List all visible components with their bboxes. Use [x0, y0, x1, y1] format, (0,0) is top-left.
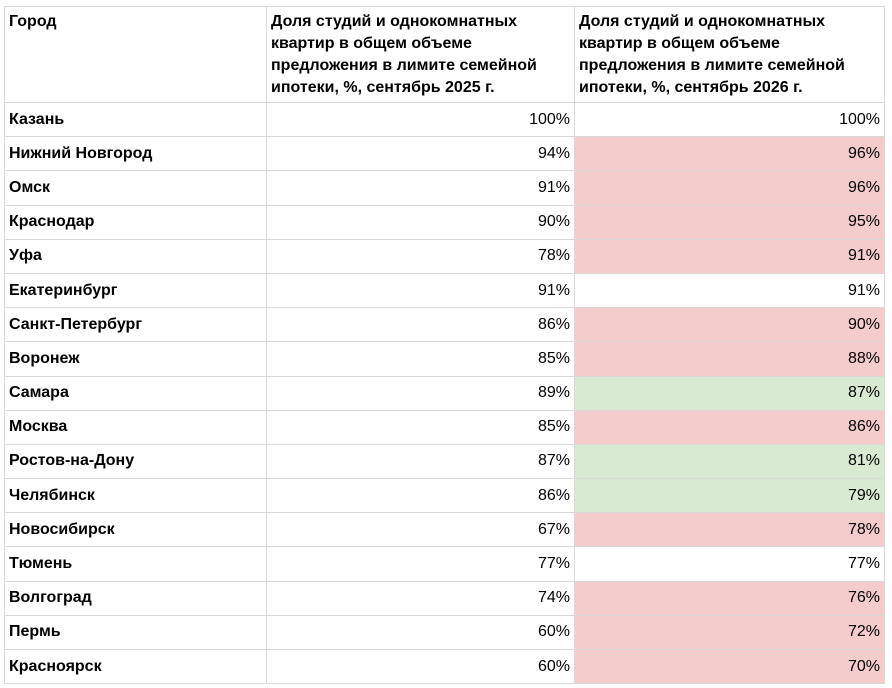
table-row: Самара 89% 87%	[4, 375, 885, 411]
header-sep-2025: Доля студий и однокомнатных квартир в об…	[266, 6, 575, 103]
city-name-cell: Ростов-на-Дону	[4, 443, 267, 480]
table-row: Нижний Новгород 94% 96%	[4, 136, 885, 172]
share-2026-cell: 90%	[574, 307, 885, 343]
city-name-cell: Воронеж	[4, 341, 267, 377]
share-2025-cell: 86%	[266, 307, 575, 343]
table-row: Уфа 78% 91%	[4, 238, 885, 274]
share-2026-cell: 72%	[574, 614, 885, 651]
header-city: Город	[4, 6, 267, 103]
share-2025-cell: 89%	[266, 375, 575, 411]
share-2026-cell: 96%	[574, 136, 885, 172]
share-2026-cell: 91%	[574, 272, 885, 309]
city-name-cell: Санкт-Петербург	[4, 307, 267, 343]
city-name-cell: Новосибирск	[4, 512, 267, 548]
share-2026-cell: 86%	[574, 409, 885, 445]
table-row: Воронеж 85% 88%	[4, 341, 885, 377]
share-2025-cell: 86%	[266, 478, 575, 514]
share-2025-cell: 78%	[266, 238, 575, 274]
city-name-cell: Краснодар	[4, 204, 267, 240]
city-name-cell: Казань	[4, 101, 267, 138]
share-2025-cell: 91%	[266, 170, 575, 206]
table-row: Краснодар 90% 95%	[4, 204, 885, 240]
share-2026-cell: 81%	[574, 443, 885, 480]
city-name-cell: Красноярск	[4, 648, 267, 685]
share-2025-cell: 100%	[266, 101, 575, 138]
table-row: Красноярск 60% 70%	[4, 648, 885, 685]
table-row: Новосибирск 67% 78%	[4, 512, 885, 548]
city-name-cell: Екатеринбург	[4, 272, 267, 309]
header-row: Город Доля студий и однокомнатных кварти…	[4, 6, 885, 103]
share-2025-cell: 60%	[266, 614, 575, 651]
table-row: Тюмень 77% 77%	[4, 546, 885, 582]
share-2026-cell: 100%	[574, 101, 885, 138]
share-2026-cell: 77%	[574, 546, 885, 582]
share-2026-cell: 70%	[574, 648, 885, 685]
share-2026-cell: 91%	[574, 238, 885, 274]
city-name-cell: Уфа	[4, 238, 267, 274]
table-row: Екатеринбург 91% 91%	[4, 272, 885, 309]
city-name-cell: Москва	[4, 409, 267, 445]
header-sep-2026: Доля студий и однокомнатных квартир в об…	[574, 6, 885, 103]
table-row: Ростов-на-Дону 87% 81%	[4, 443, 885, 480]
share-2025-cell: 77%	[266, 546, 575, 582]
share-2025-cell: 85%	[266, 341, 575, 377]
table-row: Омск 91% 96%	[4, 170, 885, 206]
share-2026-cell: 76%	[574, 580, 885, 616]
table-row: Пермь 60% 72%	[4, 614, 885, 651]
share-2026-cell: 78%	[574, 512, 885, 548]
share-2026-cell: 87%	[574, 375, 885, 411]
share-2026-cell: 88%	[574, 341, 885, 377]
city-name-cell: Омск	[4, 170, 267, 206]
city-name-cell: Нижний Новгород	[4, 136, 267, 172]
city-name-cell: Самара	[4, 375, 267, 411]
share-2025-cell: 74%	[266, 580, 575, 616]
share-2025-cell: 91%	[266, 272, 575, 309]
share-2026-cell: 79%	[574, 478, 885, 514]
share-2025-cell: 87%	[266, 443, 575, 480]
table-row: Волгоград 74% 76%	[4, 580, 885, 616]
share-2025-cell: 60%	[266, 648, 575, 685]
city-name-cell: Тюмень	[4, 546, 267, 582]
city-name-cell: Челябинск	[4, 478, 267, 514]
table-row: Казань 100% 100%	[4, 101, 885, 138]
table-row: Москва 85% 86%	[4, 409, 885, 445]
table-body: Казань 100% 100% Нижний Новгород 94% 96% Омск 9…	[4, 101, 885, 685]
share-2026-cell: 96%	[574, 170, 885, 206]
share-2025-cell: 85%	[266, 409, 575, 445]
share-2025-cell: 90%	[266, 204, 575, 240]
share-2026-cell: 95%	[574, 204, 885, 240]
table-row: Челябинск 86% 79%	[4, 478, 885, 514]
share-2025-cell: 67%	[266, 512, 575, 548]
city-name-cell: Пермь	[4, 614, 267, 651]
table-row: Санкт-Петербург 86% 90%	[4, 307, 885, 343]
city-share-table: Город Доля студий и однокомнатных кварти…	[4, 6, 885, 685]
city-name-cell: Волгоград	[4, 580, 267, 616]
share-2025-cell: 94%	[266, 136, 575, 172]
